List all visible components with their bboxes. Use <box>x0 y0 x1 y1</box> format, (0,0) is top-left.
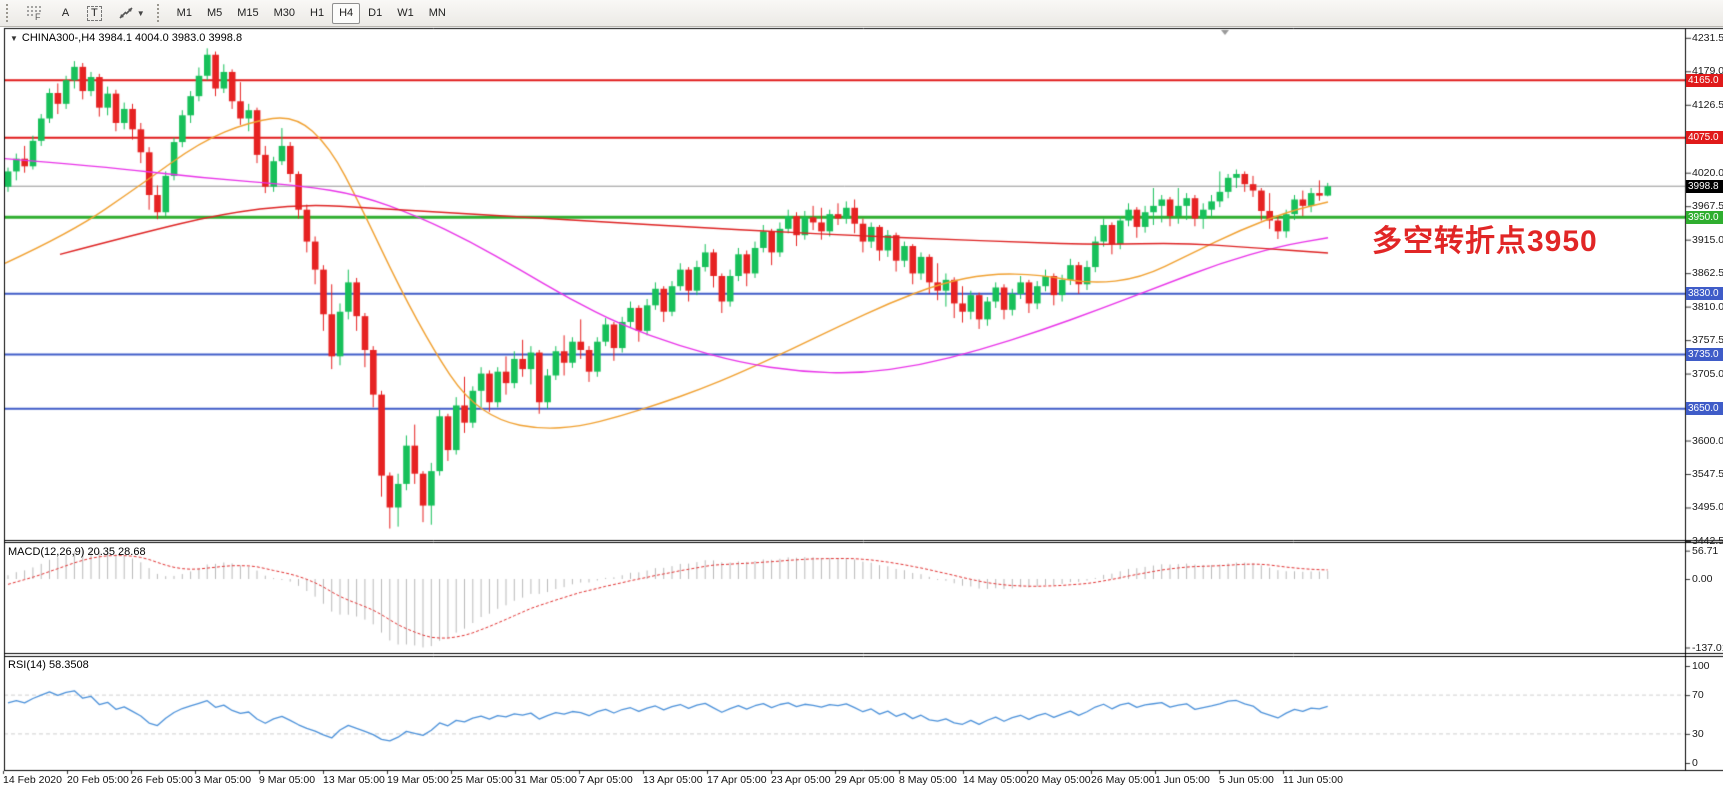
time-axis-label: 25 Mar 05:00 <box>451 774 513 786</box>
price-level-badge: 3735.0 <box>1686 347 1723 361</box>
price-tick-label: 3915.0 <box>1692 233 1723 246</box>
macd-tick-label: 0.00 <box>1692 573 1713 585</box>
dot-grid-icon: F <box>27 6 41 21</box>
timeframe-button-mn[interactable]: MN <box>422 3 453 24</box>
price-tick-label: 3600.0 <box>1692 434 1723 447</box>
dropdown-caret-icon: ▼ <box>136 8 145 18</box>
time-axis-label: 26 May 05:00 <box>1091 774 1155 786</box>
chart-title-text: CHINA300-,H4 3984.1 4004.0 3983.0 3998.8 <box>21 32 243 44</box>
price-level-badge: 4165.0 <box>1686 73 1723 87</box>
time-axis-label: 13 Apr 05:00 <box>643 774 703 786</box>
timeframe-button-w1[interactable]: W1 <box>390 3 421 24</box>
macd-tick-label: -137.01 <box>1692 641 1723 654</box>
arrows-tool-button[interactable]: ▼ <box>111 3 152 24</box>
price-tick-label: 3757.5 <box>1692 334 1723 347</box>
rsi-tick-label: 100 <box>1692 660 1710 672</box>
time-axis-label: 1 Jun 05:00 <box>1155 774 1210 786</box>
price-tick-label: 4020.0 <box>1692 166 1723 179</box>
rsi-tick-label: 0 <box>1692 757 1698 769</box>
svg-text:F: F <box>35 12 41 21</box>
rsi-tick-label: 30 <box>1692 727 1704 740</box>
time-axis-label: 17 Apr 05:00 <box>707 774 767 786</box>
toolbar-separator <box>156 4 165 22</box>
time-axis-label: 13 Mar 05:00 <box>323 774 385 786</box>
time-axis-label: 19 Mar 05:00 <box>387 774 449 786</box>
chart-title-caret-icon[interactable]: ▼ <box>10 34 18 43</box>
text-tool-icon: T <box>87 5 102 21</box>
chart-title: ▼ CHINA300-,H4 3984.1 4004.0 3983.0 3998.… <box>10 32 242 44</box>
price-tick-label: 3442.5 <box>1692 534 1723 547</box>
arrows-icon <box>119 7 133 19</box>
price-tick-label: 3705.0 <box>1692 367 1723 380</box>
price-level-badge: 3650.0 <box>1686 402 1723 416</box>
timeframe-button-h1[interactable]: H1 <box>303 3 331 24</box>
time-axis-label: 14 May 05:00 <box>963 774 1027 786</box>
price-tick-label: 3495.0 <box>1692 501 1723 514</box>
price-tick-label: 3967.5 <box>1692 200 1723 213</box>
time-axis-label: 31 Mar 05:00 <box>515 774 577 786</box>
time-axis-label: 26 Feb 05:00 <box>131 774 193 786</box>
price-tick-label: 3810.0 <box>1692 300 1723 313</box>
price-tick-label: 4126.5 <box>1692 98 1723 111</box>
timeframe-button-m5[interactable]: M5 <box>200 3 229 24</box>
time-axis-label: 29 Apr 05:00 <box>835 774 895 786</box>
time-axis-label: 20 Feb 05:00 <box>67 774 129 786</box>
price-level-badge: 3830.0 <box>1686 287 1723 301</box>
annotation-text: 多空转折点3950 <box>1372 225 1598 258</box>
timeframe-button-d1[interactable]: D1 <box>361 3 389 24</box>
timeframe-button-m15[interactable]: M15 <box>230 3 265 24</box>
time-axis-label: 9 Mar 05:00 <box>259 774 316 786</box>
price-level-badge: 4075.0 <box>1686 131 1723 145</box>
toolbar: F A T ▼ M1 M5 M15 M30 H1 H4 D1 W1 MN <box>0 0 1723 27</box>
rsi-indicator-label: RSI(14) 58.3508 <box>8 659 89 671</box>
time-axis-label: 14 Feb 2020 <box>3 774 62 786</box>
macd-indicator-label: MACD(12,26,9) 20.35 28.68 <box>8 546 146 558</box>
timeframe-button-m1[interactable]: M1 <box>170 3 199 24</box>
price-level-badge: 3950.0 <box>1686 210 1723 224</box>
timeframe-button-m30[interactable]: M30 <box>267 3 302 24</box>
time-axis-label: 7 Apr 05:00 <box>579 774 633 786</box>
text-tool-button[interactable]: T <box>80 3 109 24</box>
text-label-tool-button[interactable]: A <box>53 3 78 24</box>
text-label-icon: A <box>61 7 70 19</box>
time-axis-label: 11 Jun 05:00 <box>1283 774 1343 786</box>
timeframe-button-h4[interactable]: H4 <box>332 2 361 24</box>
timeframe-buttons: M1 M5 M15 M30 H1 H4 D1 W1 MN <box>170 2 453 24</box>
time-axis-label: 8 May 05:00 <box>899 774 957 786</box>
dotted-grid-f-icon[interactable]: F <box>19 3 51 24</box>
price-tick-label: 4231.5 <box>1692 31 1723 44</box>
price-tick-label: 3862.5 <box>1692 267 1723 280</box>
toolbar-grip[interactable] <box>6 4 14 22</box>
price-tick-label: 3547.5 <box>1692 468 1723 480</box>
price-level-badge: 3998.8 <box>1686 179 1723 193</box>
rsi-tick-label: 70 <box>1692 689 1704 702</box>
macd-tick-label: 56.71 <box>1692 544 1719 557</box>
time-axis-label: 23 Apr 05:00 <box>771 774 831 786</box>
time-axis-label: 20 May 05:00 <box>1027 774 1091 786</box>
time-axis-label: 3 Mar 05:00 <box>195 774 252 786</box>
time-axis-label: 5 Jun 05:00 <box>1219 774 1274 786</box>
